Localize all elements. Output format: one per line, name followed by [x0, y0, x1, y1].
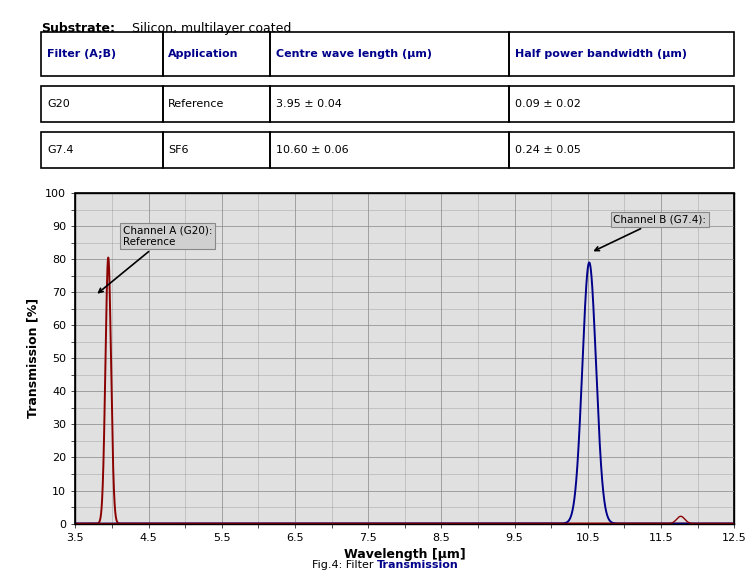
Bar: [163, 85, 270, 122]
Bar: [41, 132, 163, 168]
Bar: [41, 32, 163, 76]
Text: G7.4: G7.4: [47, 145, 74, 155]
Text: Application: Application: [168, 49, 239, 59]
Text: Transmission: Transmission: [376, 560, 459, 570]
Text: Fig.4: Filter: Fig.4: Filter: [312, 560, 376, 570]
Text: Channel A (G20):
Reference: Channel A (G20): Reference: [99, 225, 212, 292]
Text: Substrate:: Substrate:: [41, 22, 115, 35]
Text: Silicon, multilayer coated: Silicon, multilayer coated: [132, 22, 291, 35]
Text: Reference: Reference: [168, 99, 224, 109]
Text: SF6: SF6: [168, 145, 189, 155]
Text: 10.60 ± 0.06: 10.60 ± 0.06: [276, 145, 348, 155]
Bar: [270, 132, 509, 168]
Bar: [163, 32, 270, 76]
Bar: [509, 85, 734, 122]
Bar: [41, 85, 163, 122]
X-axis label: Wavelength [μm]: Wavelength [μm]: [344, 548, 465, 561]
Y-axis label: Transmission [%]: Transmission [%]: [26, 298, 40, 418]
Text: 0.24 ± 0.05: 0.24 ± 0.05: [514, 145, 581, 155]
Bar: [163, 132, 270, 168]
Text: G20: G20: [47, 99, 70, 109]
Bar: [270, 32, 509, 76]
Bar: [509, 32, 734, 76]
Text: 0.09 ± 0.02: 0.09 ± 0.02: [514, 99, 581, 109]
Text: 3.95 ± 0.04: 3.95 ± 0.04: [276, 99, 341, 109]
Text: Half power bandwidth (μm): Half power bandwidth (μm): [514, 49, 687, 59]
Text: Channel B (G7.4):: Channel B (G7.4):: [595, 215, 706, 250]
Text: Centre wave length (μm): Centre wave length (μm): [276, 49, 431, 59]
Bar: [509, 132, 734, 168]
Text: Filter (A;B): Filter (A;B): [47, 49, 116, 59]
Bar: [270, 85, 509, 122]
